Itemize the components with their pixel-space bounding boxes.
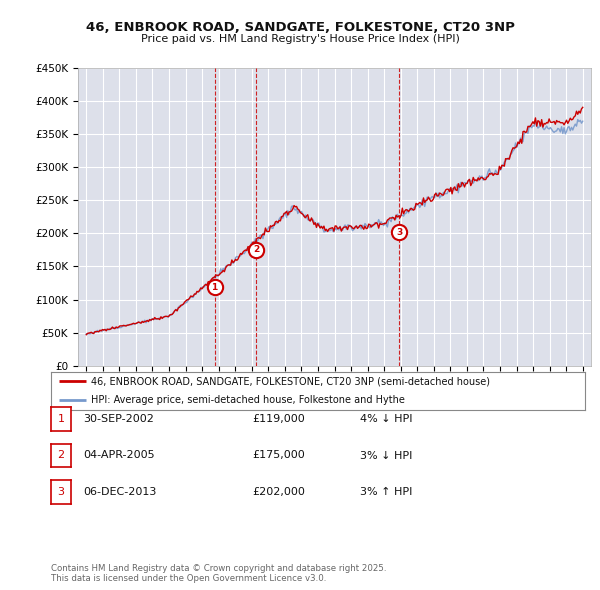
Text: 3% ↑ HPI: 3% ↑ HPI <box>360 487 412 497</box>
Text: 4% ↓ HPI: 4% ↓ HPI <box>360 414 413 424</box>
Text: 3% ↓ HPI: 3% ↓ HPI <box>360 451 412 460</box>
Text: Price paid vs. HM Land Registry's House Price Index (HPI): Price paid vs. HM Land Registry's House … <box>140 34 460 44</box>
Text: £119,000: £119,000 <box>252 414 305 424</box>
Text: 30-SEP-2002: 30-SEP-2002 <box>83 414 154 424</box>
Text: 2: 2 <box>58 451 64 460</box>
Text: 2: 2 <box>253 245 259 254</box>
Text: 3: 3 <box>58 487 64 497</box>
Text: 3: 3 <box>396 228 403 237</box>
Text: £175,000: £175,000 <box>252 451 305 460</box>
Text: 1: 1 <box>211 283 218 291</box>
Text: Contains HM Land Registry data © Crown copyright and database right 2025.
This d: Contains HM Land Registry data © Crown c… <box>51 563 386 583</box>
Text: £202,000: £202,000 <box>252 487 305 497</box>
Text: 46, ENBROOK ROAD, SANDGATE, FOLKESTONE, CT20 3NP: 46, ENBROOK ROAD, SANDGATE, FOLKESTONE, … <box>86 21 514 34</box>
Text: HPI: Average price, semi-detached house, Folkestone and Hythe: HPI: Average price, semi-detached house,… <box>91 395 405 405</box>
Text: 1: 1 <box>58 414 64 424</box>
Text: 04-APR-2005: 04-APR-2005 <box>83 451 154 460</box>
Text: 06-DEC-2013: 06-DEC-2013 <box>83 487 156 497</box>
Text: 46, ENBROOK ROAD, SANDGATE, FOLKESTONE, CT20 3NP (semi-detached house): 46, ENBROOK ROAD, SANDGATE, FOLKESTONE, … <box>91 376 490 386</box>
